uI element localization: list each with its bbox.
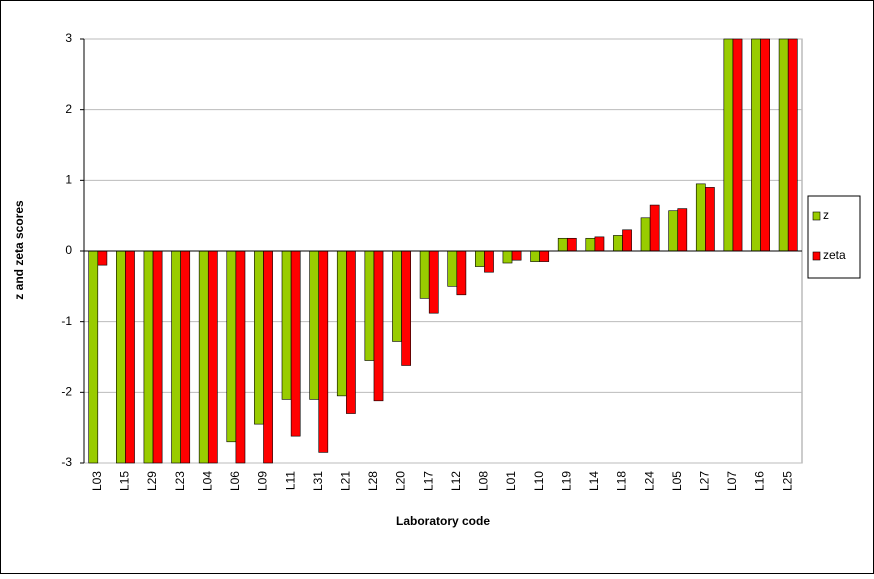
x-tick-label: L31 [311,471,325,491]
bar [732,38,743,252]
bar [613,235,623,252]
bar [152,250,163,464]
x-tick-label: L15 [118,471,132,491]
bar [484,250,494,273]
bar [309,250,320,400]
x-tick-label: L14 [587,471,601,491]
bar [198,250,209,464]
bar [447,250,458,287]
x-tick-label: L24 [642,471,656,491]
legend-box [807,195,861,279]
bar [668,210,679,252]
bar [566,237,577,252]
x-tick-label: L08 [477,471,491,491]
x-axis-title: Laboratory code [396,514,490,528]
x-tick-label: L06 [228,471,242,491]
bar [475,250,485,267]
bar [373,250,384,402]
x-tick-label: L09 [256,471,270,491]
x-tick-label: L03 [90,471,104,491]
bar [364,250,375,361]
bar [207,250,218,464]
bar [502,250,513,264]
bar [640,217,651,252]
bar [180,250,191,464]
legend-swatch [812,211,821,221]
x-tick-label: L27 [698,471,712,491]
bar [751,38,761,252]
x-tick-label: L20 [394,471,408,491]
x-tick-label: L10 [532,471,546,491]
x-tick-label: L23 [173,471,187,491]
x-tick-label: L05 [670,471,684,491]
bar [723,38,734,252]
x-tick-label: L21 [339,471,353,491]
x-tick-label: L25 [780,471,794,491]
bar [511,250,522,261]
bar [116,250,126,464]
y-tick-label: 3 [65,31,72,45]
x-tick-label: L16 [753,471,767,491]
y-tick-label: -3 [61,455,72,469]
bar [705,187,715,252]
y-tick-label: 0 [65,243,72,257]
bar [318,250,329,453]
bar [392,250,402,342]
bar [97,250,108,266]
bar [456,250,467,296]
bar [235,250,246,464]
bar [88,250,99,464]
bar [622,229,632,252]
y-tick-label: 2 [65,102,72,116]
legend-swatch [812,251,821,261]
bar [419,250,430,299]
y-tick-label: 1 [65,173,72,187]
x-tick-label: L07 [725,471,739,491]
bar [695,183,706,252]
x-tick-label: L28 [366,471,380,491]
bar [401,250,411,366]
bar [539,250,550,262]
x-tick-label: L19 [559,471,573,491]
bar [263,250,273,464]
bar [171,250,181,464]
x-tick-label: L29 [145,471,159,491]
x-tick-label: L12 [449,471,463,491]
bar [594,236,605,252]
bar [281,250,292,400]
bar [125,250,135,464]
bar [787,38,798,252]
bar [226,250,237,443]
legend-label: zeta [823,248,846,262]
bar [778,38,789,252]
x-tick-label: L01 [504,471,518,491]
bar [677,208,688,252]
legend-label: z [823,208,829,222]
bar [649,204,660,252]
x-tick-label: L18 [615,471,629,491]
x-tick-label: L11 [283,471,297,490]
x-tick-label: L04 [200,471,214,491]
bar [557,237,568,252]
bar [336,250,347,397]
y-axis-title: z and zeta scores [12,200,26,300]
y-tick-label: -2 [61,385,72,399]
bar [254,250,264,425]
bar [143,250,154,464]
x-tick-label: L17 [421,471,435,491]
bar [346,250,356,414]
bar [585,237,596,252]
y-tick-label: -1 [61,314,72,328]
bar [760,38,770,252]
bar [428,250,439,314]
bar [290,250,301,437]
bar [530,250,540,262]
